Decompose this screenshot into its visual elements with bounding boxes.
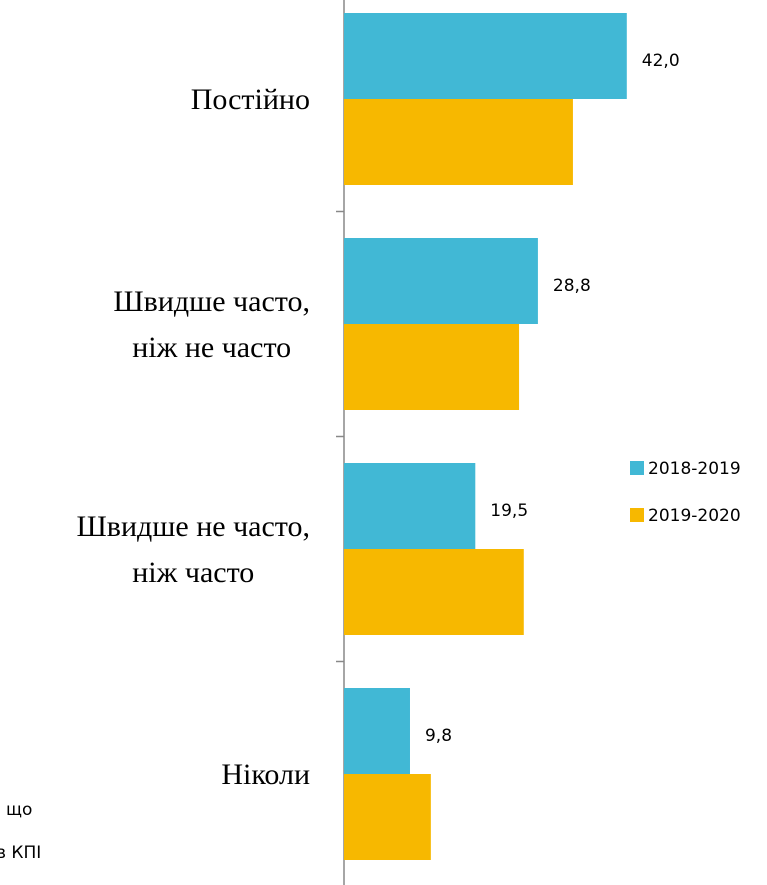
data-label: 9,8 [425, 726, 452, 746]
bar [344, 688, 410, 774]
category-label: Швидше не часто, ніж часто [77, 510, 310, 589]
bar [344, 463, 476, 549]
category-label: Ніколи [221, 758, 310, 791]
note: що [6, 800, 32, 820]
category-label: Швидше часто, ніж не часто [113, 285, 310, 364]
bar [344, 13, 627, 99]
legend-label: 2018-2019 [648, 459, 741, 479]
data-label: 28,8 [553, 276, 591, 296]
bar [344, 774, 431, 860]
legend-swatch [630, 508, 644, 522]
bar [344, 238, 538, 324]
data-label: 42,0 [642, 51, 680, 71]
note: в КПІ [0, 843, 41, 863]
category-label: Постійно [191, 83, 310, 116]
legend-label: 2019-2020 [648, 506, 741, 526]
legend-swatch [630, 461, 644, 475]
data-label: 19,5 [490, 501, 528, 521]
bar [344, 99, 573, 185]
bar [344, 324, 520, 410]
bar [344, 549, 524, 635]
